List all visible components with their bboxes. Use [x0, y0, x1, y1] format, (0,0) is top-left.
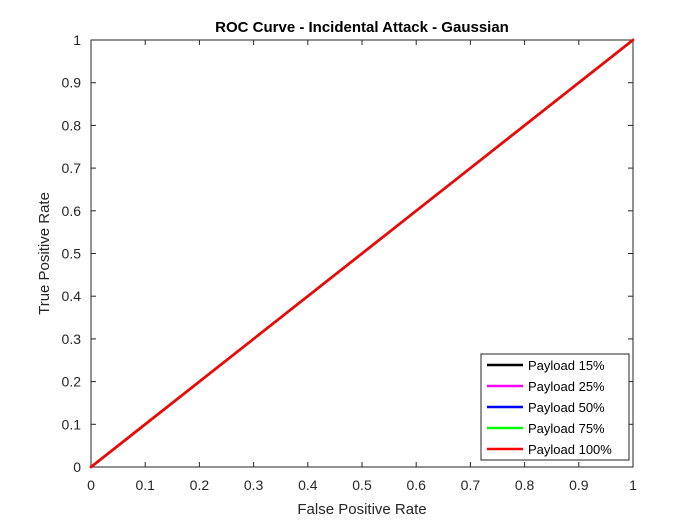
legend-label: Payload 100%	[528, 442, 612, 457]
y-tick-label: 0.3	[62, 331, 82, 347]
y-axis-label: True Positive Rate	[36, 192, 53, 315]
x-tick-label: 0.4	[298, 477, 318, 493]
y-tick-label: 1	[73, 32, 81, 48]
series-line	[89, 38, 635, 469]
y-tick-label: 0.4	[62, 288, 82, 304]
y-tick-label: 0.7	[62, 160, 82, 176]
y-tick-label: 0.9	[62, 75, 82, 91]
x-axis-label: False Positive Rate	[297, 501, 426, 518]
y-tick-label: 0.8	[62, 117, 82, 133]
x-tick-label: 0	[87, 477, 95, 493]
x-tick-label: 0.1	[135, 477, 155, 493]
legend-label: Payload 15%	[528, 358, 605, 373]
x-tick-label: 0.3	[244, 477, 264, 493]
chart-title: ROC Curve - Incidental Attack - Gaussian	[215, 19, 509, 36]
legend: Payload 15% Payload 25% Payload 50% Payload…	[480, 353, 630, 461]
y-tick-label: 0.5	[62, 246, 82, 262]
y-tick-label: 0.2	[62, 374, 82, 390]
x-tick-label: 0.7	[461, 477, 481, 493]
y-tick-label: 0.6	[62, 203, 82, 219]
x-tick-label: 0.8	[515, 477, 535, 493]
x-axis: 0 0.1 0.2 0.3 0.4 0.5 0.6 0.7 0.8 0.9 1	[87, 40, 637, 493]
y-tick-label: 0	[73, 459, 81, 475]
y-axis: 0 0.1 0.2 0.3 0.4 0.5 0.6 0.7 0.8 0.9 1	[62, 32, 633, 475]
series-lines	[89, 38, 635, 469]
y-tick-label: 0.1	[62, 416, 82, 432]
x-tick-label: 0.2	[190, 477, 210, 493]
x-tick-label: 0.9	[569, 477, 589, 493]
legend-label: Payload 75%	[528, 421, 605, 436]
x-tick-label: 0.5	[352, 477, 372, 493]
x-tick-label: 1	[629, 477, 637, 493]
x-tick-label: 0.6	[406, 477, 426, 493]
legend-label: Payload 25%	[528, 379, 605, 394]
legend-label: Payload 50%	[528, 400, 605, 415]
